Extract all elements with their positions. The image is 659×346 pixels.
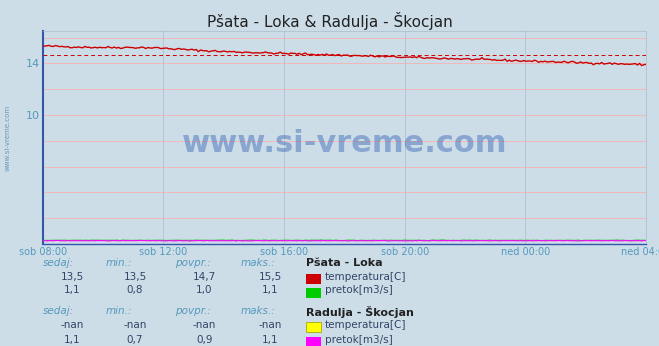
Text: temperatura[C]: temperatura[C] [325,272,407,282]
Text: Radulja - Škocjan: Radulja - Škocjan [306,306,415,318]
Text: 0,7: 0,7 [127,335,144,345]
Text: pretok[m3/s]: pretok[m3/s] [325,285,393,295]
Text: 13,5: 13,5 [61,272,84,282]
Text: min.:: min.: [105,306,132,316]
Text: maks.:: maks.: [241,306,275,316]
Text: -nan: -nan [258,320,282,330]
Text: www.si-vreme.com: www.si-vreme.com [5,105,11,172]
Text: Pšata - Loka & Radulja - Škocjan: Pšata - Loka & Radulja - Škocjan [207,12,452,30]
Text: 0,8: 0,8 [127,285,144,295]
Text: sedaj:: sedaj: [43,258,74,268]
Text: pretok[m3/s]: pretok[m3/s] [325,335,393,345]
Text: Pšata - Loka: Pšata - Loka [306,258,383,268]
Text: www.si-vreme.com: www.si-vreme.com [182,129,507,158]
Text: 1,1: 1,1 [64,285,81,295]
Text: 1,1: 1,1 [64,335,81,345]
Text: -nan: -nan [123,320,147,330]
Text: povpr.:: povpr.: [175,306,210,316]
Text: 15,5: 15,5 [258,272,282,282]
Text: min.:: min.: [105,258,132,268]
Text: -nan: -nan [192,320,216,330]
Text: 1,1: 1,1 [262,335,279,345]
Text: 1,1: 1,1 [262,285,279,295]
Text: 13,5: 13,5 [123,272,147,282]
Text: 0,9: 0,9 [196,335,213,345]
Text: temperatura[C]: temperatura[C] [325,320,407,330]
Text: 1,0: 1,0 [196,285,213,295]
Text: 14,7: 14,7 [192,272,216,282]
Text: povpr.:: povpr.: [175,258,210,268]
Text: sedaj:: sedaj: [43,306,74,316]
Text: -nan: -nan [61,320,84,330]
Text: maks.:: maks.: [241,258,275,268]
